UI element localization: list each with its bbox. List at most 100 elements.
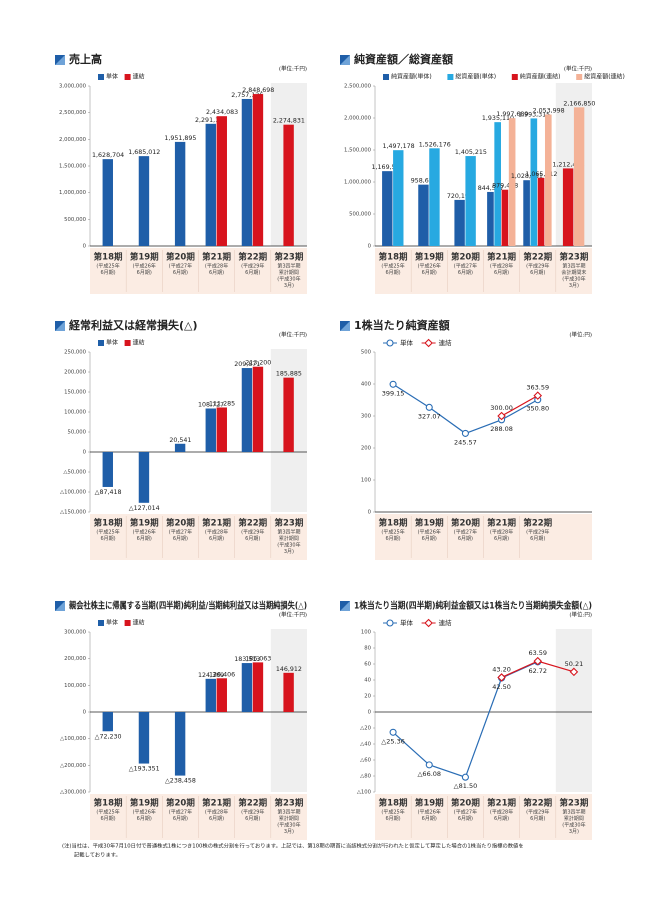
line — [392, 661, 538, 778]
footnote: (注)当社は、平成30年7月10日付で普通株式1株につき100株の株式分割を行っ… — [62, 842, 524, 850]
y-tick-label: 2,500,000 — [344, 84, 372, 90]
x-sub-label: (平成27年 — [169, 263, 192, 270]
x-sub-label: (平成26年 — [133, 529, 156, 536]
value-label: 1,685,012 — [128, 149, 160, 156]
x-tick-label: 第18期 — [379, 798, 408, 809]
legend-swatch — [98, 620, 104, 626]
value-label: 300.00 — [490, 404, 513, 412]
value-label: 43.20 — [492, 665, 511, 673]
x-sub-label: (平成30年 — [277, 542, 300, 549]
x-sub-label: 累計期間 — [279, 815, 299, 822]
bar — [283, 377, 294, 452]
value-label: 720,198 — [447, 193, 473, 200]
value-label: 213,200 — [245, 360, 271, 367]
value-label: 2,848,698 — [242, 87, 274, 94]
y-tick-label: 0 — [368, 510, 372, 516]
x-sub-label: 第3四半期 — [562, 263, 585, 270]
x-sub-label: (平成28年 — [490, 529, 513, 536]
value-label: 183,513 — [234, 656, 260, 663]
value-label: 62.72 — [528, 667, 547, 675]
bar — [283, 124, 294, 246]
x-tick-label: 第18期 — [379, 252, 408, 263]
value-label: 2,274,831 — [273, 118, 305, 125]
x-tick-label: 第20期 — [166, 252, 195, 263]
chart-title: 売上高 — [69, 52, 102, 66]
value-label: △25.36 — [381, 737, 405, 745]
y-tick-label: △50,000 — [63, 470, 86, 476]
unit-label: (単位:千円) — [279, 611, 307, 619]
x-sub-label: (平成28年 — [490, 263, 513, 270]
y-tick-label: △300,000 — [60, 790, 87, 796]
x-tick-label: 第22期 — [238, 518, 267, 529]
bar — [418, 184, 429, 246]
y-tick-label: 50,000 — [67, 430, 86, 436]
x-sub-label: (平成25年 — [381, 529, 404, 536]
legend-swatch — [576, 74, 583, 80]
title-icon — [340, 55, 350, 65]
x-tick-label: 第22期 — [523, 798, 552, 809]
bar — [465, 156, 476, 246]
y-tick-label: △40 — [360, 742, 371, 748]
legend-swatch — [124, 340, 131, 346]
bar — [216, 116, 227, 246]
x-sub-label: 6月期) — [101, 816, 116, 822]
y-tick-label: 3,000,000 — [59, 84, 87, 90]
y-tick-label: 1,000,000 — [59, 190, 87, 196]
bar — [205, 123, 216, 246]
value-label: 2,757,126 — [231, 92, 263, 99]
bar — [174, 712, 186, 776]
title-icon — [340, 321, 350, 331]
legend-swatch — [124, 74, 131, 80]
bar — [252, 366, 264, 452]
x-tick-label: 第21期 — [487, 798, 516, 809]
x-sub-label: 6月期) — [458, 816, 473, 822]
value-label: 20,541 — [169, 437, 191, 444]
point — [389, 380, 397, 388]
bar — [487, 191, 494, 246]
x-sub-label: 6月期) — [137, 816, 152, 822]
x-sub-label: 6月期) — [245, 536, 260, 542]
bar — [494, 122, 501, 246]
x-tick-label: 第23期 — [274, 252, 303, 263]
bar — [530, 118, 538, 246]
point — [461, 773, 469, 781]
value-label: 245.57 — [454, 438, 477, 446]
x-sub-label: 第3四半期 — [277, 263, 300, 270]
x-sub-label: (平成28年 — [205, 263, 228, 270]
x-sub-label: (平成25年 — [96, 809, 119, 816]
x-tick-label: 第19期 — [130, 518, 159, 529]
x-sub-label: 6月期) — [137, 270, 152, 276]
value-label: 126,406 — [209, 671, 235, 678]
x-sub-label: (平成25年 — [96, 529, 119, 536]
x-tick-label: 第19期 — [415, 252, 444, 263]
x-sub-label: 6月期) — [422, 270, 437, 276]
legend-label: 単体 — [106, 619, 118, 627]
value-label: 844,567 — [478, 185, 504, 192]
x-sub-label: (平成25年 — [381, 809, 404, 816]
x-sub-label: 第3四半期 — [277, 529, 300, 536]
point — [497, 411, 506, 421]
value-label: 2,053,998 — [533, 108, 565, 115]
chart-title: 1株当たり純資産額 — [354, 318, 450, 332]
x-sub-label: 3月) — [284, 283, 294, 289]
bar — [138, 452, 150, 503]
y-tick-label: 100,000 — [64, 683, 87, 689]
x-tick-label: 第19期 — [415, 518, 444, 529]
value-label: 958,656 — [411, 178, 437, 185]
y-tick-label: 60 — [364, 662, 371, 668]
unit-label: (単位:円) — [569, 331, 592, 339]
x-sub-label: (平成27年 — [169, 809, 192, 816]
title-icon — [340, 601, 350, 611]
value-label: 2,166,850 — [563, 100, 595, 107]
y-tick-label: 2,500,000 — [59, 110, 87, 116]
y-tick-label: 1,500,000 — [59, 164, 87, 170]
x-sub-label: 6月期) — [245, 816, 260, 822]
x-tick-label: 第23期 — [559, 798, 588, 809]
x-sub-label: 6月期) — [494, 816, 509, 822]
value-label: 1,028,081 — [511, 173, 543, 180]
x-sub-label: 6月期) — [494, 270, 509, 276]
value-label: 185,885 — [276, 371, 302, 378]
line — [501, 395, 539, 417]
bar — [102, 452, 113, 487]
x-sub-label: 6月期) — [173, 270, 188, 276]
